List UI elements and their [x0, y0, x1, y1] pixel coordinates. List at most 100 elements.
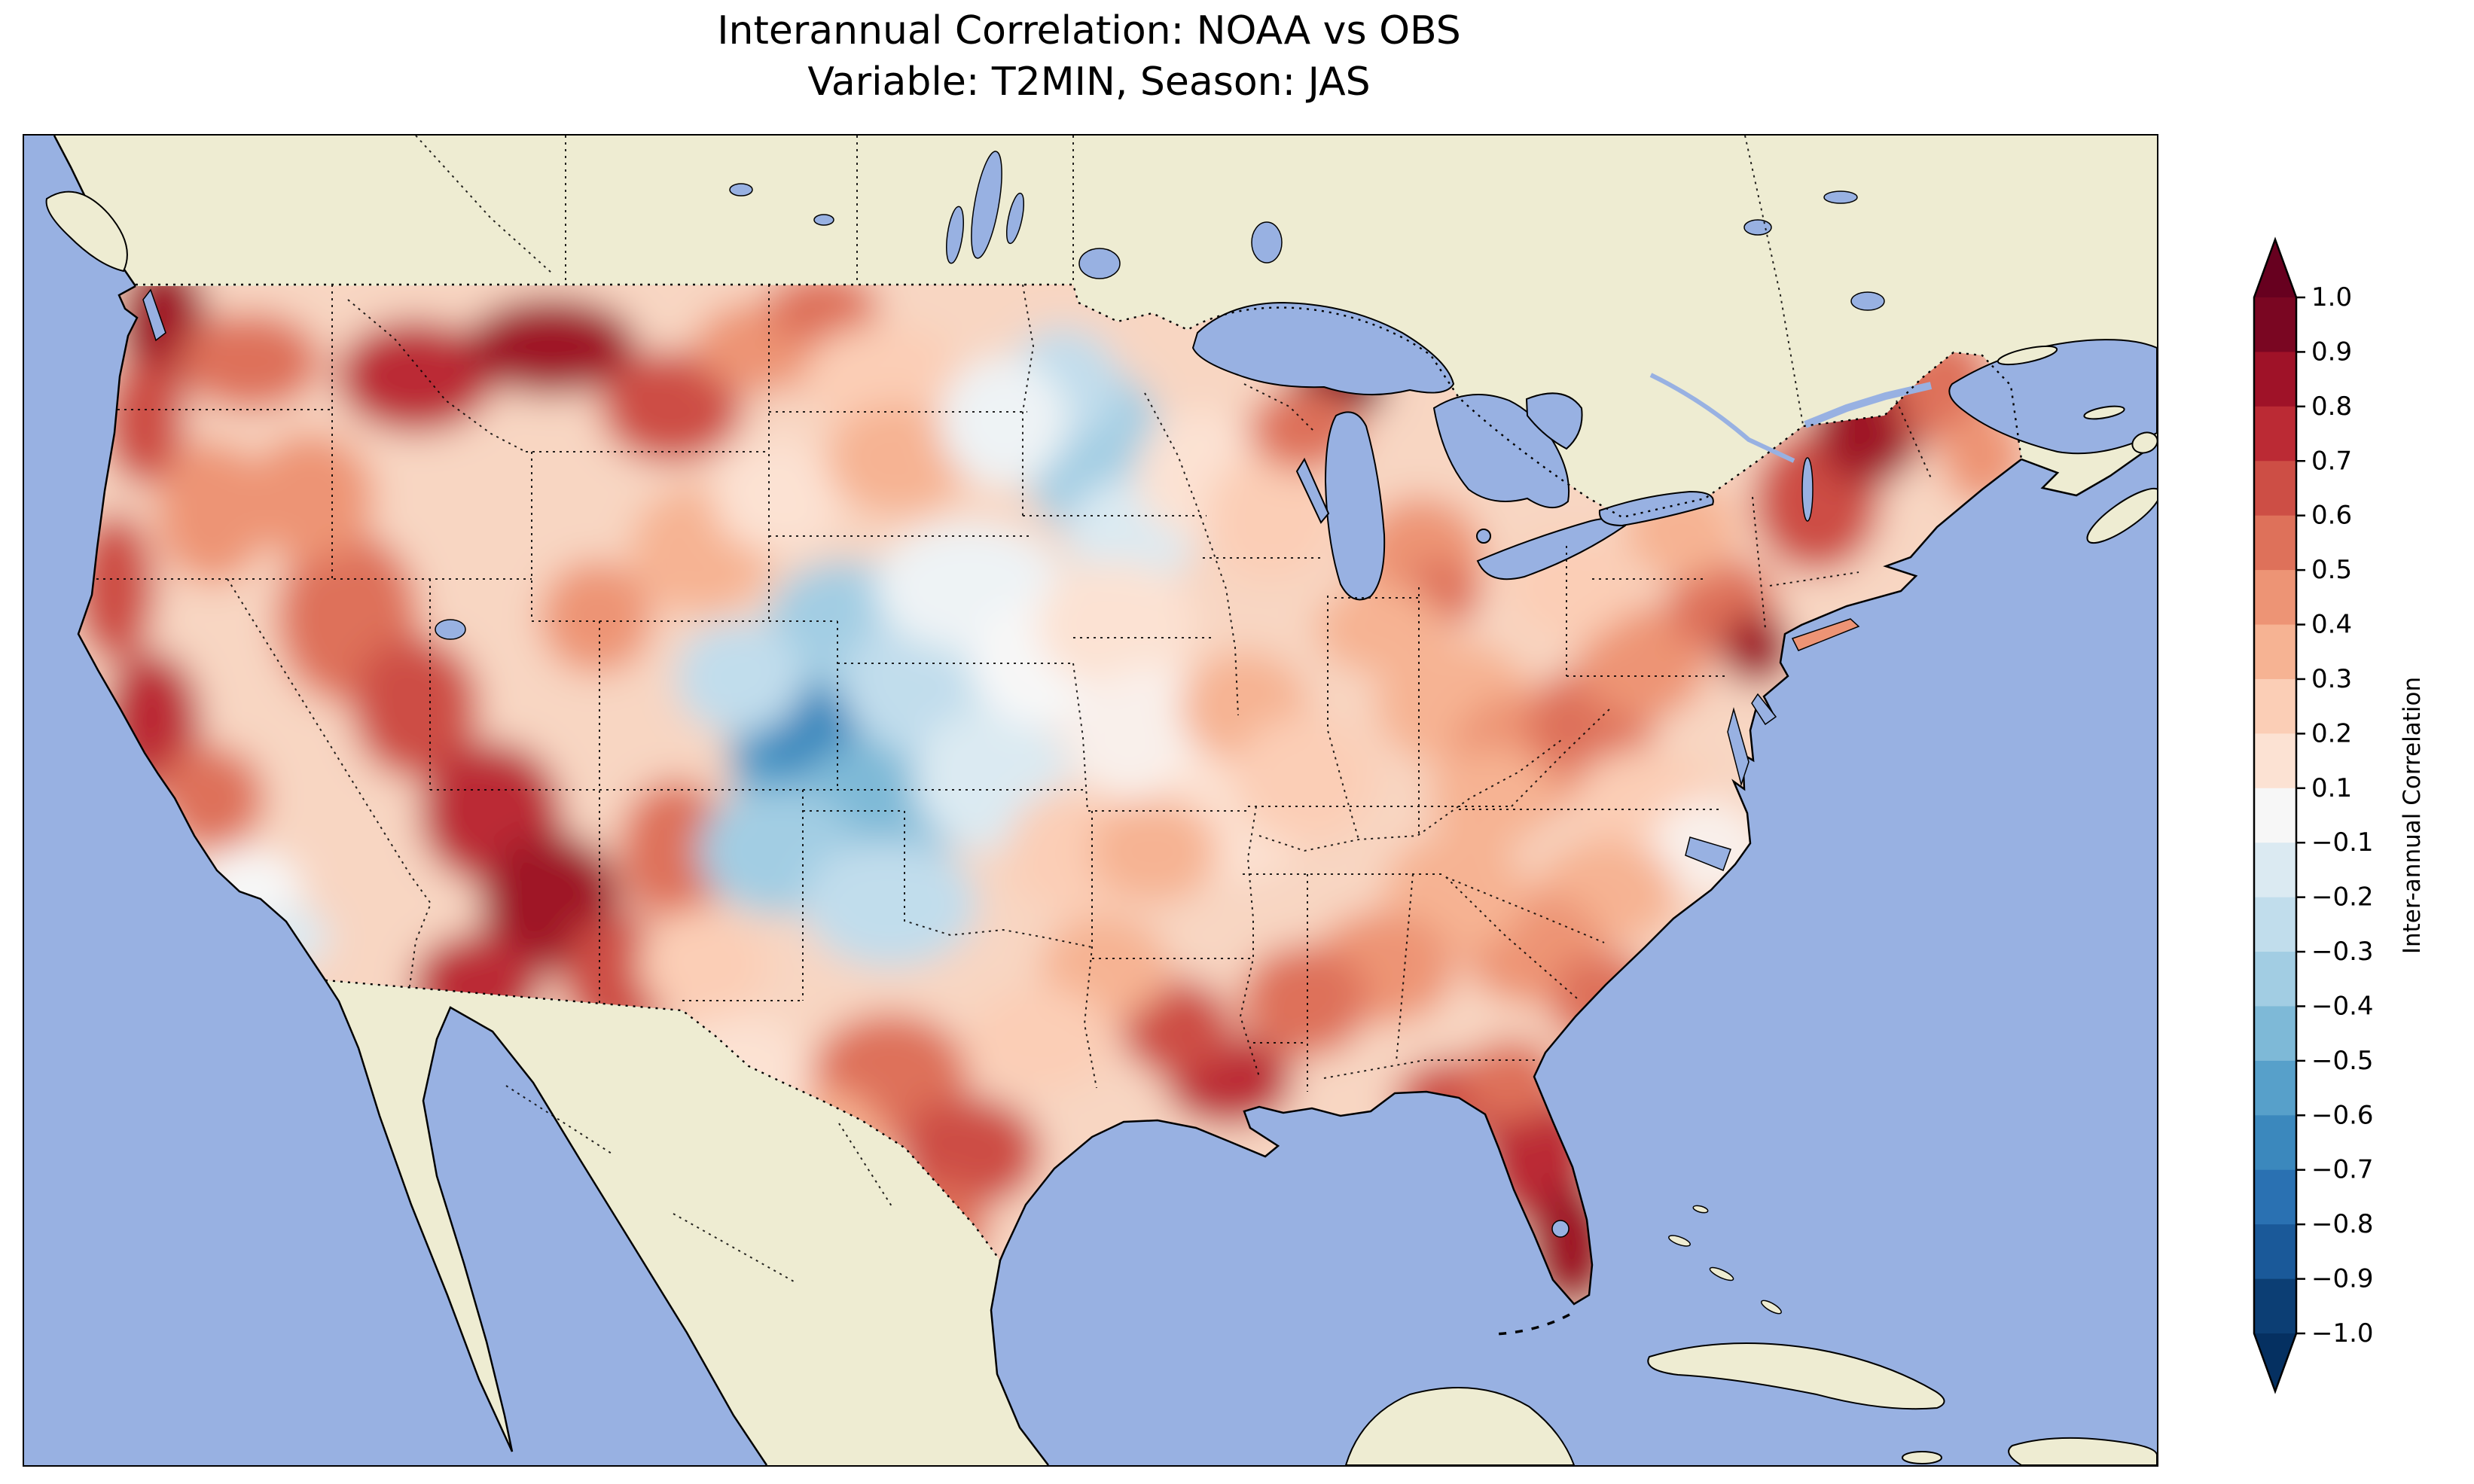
- colorbar-band: [2254, 733, 2296, 789]
- colorbar-band: [2254, 352, 2296, 407]
- pamlico-sound: [1685, 836, 1731, 871]
- colorbar-axis-label: Inter-annual Correlation: [2399, 677, 2426, 954]
- colorbar-tick-label: −0.6: [2311, 1100, 2374, 1130]
- bahamas-1: [1668, 1235, 1691, 1247]
- colorbar-tick-label: −0.8: [2311, 1209, 2374, 1239]
- us-correlation-map: [24, 136, 2157, 1465]
- colorbar-band: [2254, 461, 2296, 517]
- colorbar-band: [2254, 406, 2296, 462]
- state-borders: [96, 136, 1932, 1282]
- colorbar-tick-label: 0.1: [2311, 773, 2352, 803]
- colorbar-band: [2254, 297, 2296, 353]
- lake-st-clair: [1476, 529, 1491, 544]
- colorbar-band: [2254, 624, 2296, 680]
- colorbar-tick-label: 0.6: [2311, 501, 2352, 531]
- colorbar-tick-label: −0.7: [2311, 1155, 2374, 1185]
- hispaniola: [2008, 1437, 2157, 1465]
- bahamas-2: [1709, 1266, 1734, 1281]
- lac-st-jean: [1850, 291, 1885, 311]
- chart-title-line1: Interannual Correlation: NOAA vs OBS: [717, 8, 1461, 53]
- lake-nipigon: [1251, 221, 1283, 264]
- colorbar-ticks: 1.0 0.9 0.8 0.7 0.6 0.5 0.4 0.3 0.2 0.1 −0.1 −0.2 −0…: [2296, 282, 2374, 1348]
- prince-edward-island: [2083, 405, 2125, 420]
- colorbar-band: [2254, 1278, 2296, 1334]
- colorbar-tick-label: −0.2: [2311, 882, 2374, 913]
- colorbar-band: [2254, 1115, 2296, 1171]
- colorbar-band: [2254, 843, 2296, 898]
- lake-michigan: [1324, 411, 1386, 601]
- colorbar-tick-label: 0.8: [2311, 392, 2352, 422]
- colorbar-tick-label: −0.4: [2311, 991, 2374, 1021]
- quebec-lake-2: [1823, 190, 1858, 204]
- jamaica: [1902, 1451, 1942, 1464]
- lake-winnipegosis: [1005, 192, 1025, 245]
- colorbar-tick-label: −1.0: [2311, 1318, 2374, 1348]
- chart-title: Interannual Correlation: NOAA vs OBS Var…: [23, 6, 2155, 108]
- lake-winnipeg: [971, 151, 1002, 259]
- colorbar-tick-label: −0.9: [2311, 1264, 2374, 1294]
- colorbar-tick-label: 0.9: [2311, 337, 2352, 367]
- florida-keys: [1492, 1313, 1570, 1336]
- bahamas-4: [1692, 1205, 1709, 1214]
- st-lawrence-river: [1804, 382, 1933, 428]
- colorbar-band: [2254, 788, 2296, 844]
- nova-scotia: [2086, 487, 2157, 544]
- prairie-lake-1: [729, 183, 753, 197]
- chart-title-line2: Variable: T2MIN, Season: JAS: [807, 59, 1371, 105]
- colorbar-extend-min-arrow: [2254, 1333, 2296, 1391]
- colorbar-band: [2254, 1224, 2296, 1280]
- cape-breton-island: [2131, 431, 2157, 454]
- colorbar-tick-label: 0.5: [2311, 555, 2352, 585]
- colorbar-band: [2254, 952, 2296, 1007]
- colorbar-bands: [2254, 297, 2296, 1334]
- puget-sound: [142, 288, 166, 342]
- prairie-lake-2: [813, 214, 834, 226]
- colorbar-tick-label: 0.3: [2311, 664, 2352, 694]
- colorbar: 1.0 0.9 0.8 0.7 0.6 0.5 0.4 0.3 0.2 0.1 −0.1 −0.2 −0…: [2253, 236, 2426, 1394]
- bahamas-3: [1761, 1300, 1782, 1315]
- colorbar-band: [2254, 1006, 2296, 1062]
- map-panel: [23, 134, 2158, 1467]
- lake-manitoba: [946, 206, 964, 264]
- lake-champlain: [1801, 457, 1814, 522]
- colorbar-band: [2254, 515, 2296, 571]
- colorbar-band: [2254, 897, 2296, 952]
- georgian-bay: [1525, 392, 1583, 450]
- yucatan-landmass: [1344, 1387, 1576, 1465]
- islands: [45, 190, 2157, 1465]
- great-salt-lake: [435, 619, 466, 640]
- us-coastline-east-gulf: [999, 459, 2022, 1306]
- colorbar-tick-label: −0.5: [2311, 1046, 2374, 1076]
- vancouver-island: [45, 190, 128, 273]
- canadian-lakes: [729, 151, 1885, 311]
- anticosti-island: [1997, 345, 2058, 366]
- long-island: [1791, 618, 1860, 651]
- colorbar-tick-label: 0.7: [2311, 446, 2352, 476]
- mexico-coastline: [324, 980, 1049, 1465]
- canada-landmass: [24, 136, 2157, 517]
- mexico-landmass: [325, 980, 1048, 1465]
- colorbar-tick-label: −0.1: [2311, 827, 2374, 858]
- quebec-lake-1: [1743, 219, 1772, 236]
- lake-of-the-woods: [1078, 248, 1121, 279]
- country-borders: [136, 283, 2023, 1261]
- lake-superior: [1191, 301, 1455, 396]
- ottawa-river: [1649, 373, 1795, 463]
- delaware-bay: [1751, 693, 1777, 726]
- inland-waters: [142, 288, 1814, 1238]
- green-bay: [1295, 457, 1330, 524]
- colorbar-band: [2254, 1169, 2296, 1225]
- cuba: [1647, 1342, 1945, 1410]
- us-mexico-border: [325, 979, 1001, 1261]
- colorbar-band: [2254, 1060, 2296, 1117]
- great-lakes: [1191, 301, 1714, 601]
- colorbar-band: [2254, 678, 2296, 735]
- colorbar-band: [2254, 570, 2296, 626]
- lake-okeechobee: [1551, 1220, 1570, 1238]
- colorbar-extend-max-arrow: [2254, 239, 2296, 297]
- colorbar-tick-label: 1.0: [2311, 282, 2352, 312]
- colorbar-tick-label: 0.2: [2311, 718, 2352, 748]
- us-coastline-west: [77, 285, 327, 981]
- chesapeake-bay: [1727, 707, 1749, 787]
